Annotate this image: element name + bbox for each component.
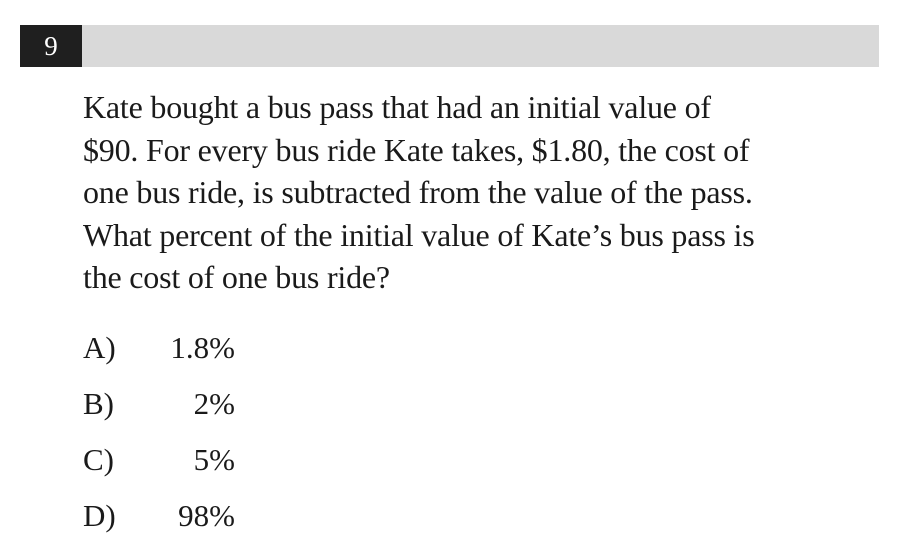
choice-value: 98% bbox=[178, 498, 235, 533]
choice-letter: A) bbox=[83, 330, 116, 365]
choice-c[interactable]: C) 5% bbox=[83, 440, 383, 496]
choice-value: 2% bbox=[193, 386, 235, 421]
choice-letter: B) bbox=[83, 386, 114, 421]
choice-letter: C) bbox=[83, 442, 114, 477]
question-line: $90. For every bus ride Kate takes, $1.8… bbox=[83, 131, 750, 168]
question-line: the cost of one bus ride? bbox=[83, 259, 390, 295]
choice-d[interactable]: D) 98% bbox=[83, 496, 383, 552]
question-header-bar: 9 bbox=[20, 25, 879, 67]
answer-choices: A) 1.8% B) 2% C) 5% D) 98% bbox=[83, 328, 383, 552]
choice-value: 5% bbox=[193, 442, 235, 477]
choice-letter: D) bbox=[83, 498, 116, 533]
question-text: Kate bought a bus pass that had an initi… bbox=[83, 86, 883, 299]
question-line: Kate bought a bus pass that had an initi… bbox=[83, 89, 711, 125]
question-number: 9 bbox=[20, 25, 82, 67]
choice-value: 1.8% bbox=[170, 330, 235, 365]
choice-a[interactable]: A) 1.8% bbox=[83, 328, 383, 384]
question-line: What percent of the initial value of Kat… bbox=[83, 216, 755, 253]
choice-b[interactable]: B) 2% bbox=[83, 384, 383, 440]
question-line: one bus ride, is subtracted from the val… bbox=[83, 174, 753, 210]
